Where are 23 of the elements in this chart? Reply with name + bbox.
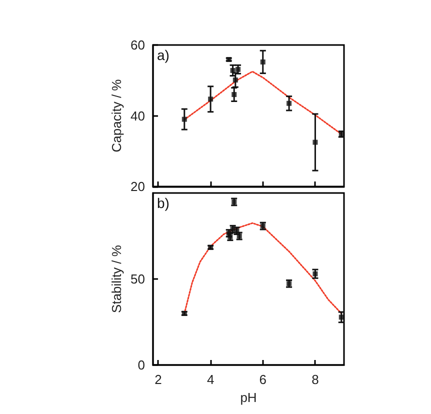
x-tick-label: 6 — [259, 372, 267, 387]
y-tick-label: 20 — [130, 179, 145, 194]
x-tick-label: 4 — [206, 372, 214, 387]
point — [232, 92, 237, 98]
x-tick-label: 2 — [154, 372, 162, 387]
annotation: a) — [157, 47, 170, 63]
y-tick-label: 0 — [138, 358, 145, 372]
point — [208, 96, 214, 102]
point — [312, 140, 318, 145]
y-tick-label: 60 — [130, 38, 145, 52]
point — [286, 100, 292, 106]
point — [232, 78, 238, 83]
point — [182, 116, 187, 122]
y-axis-title: Capacity / % — [109, 78, 124, 152]
y-tick-label: 40 — [130, 108, 145, 124]
point — [260, 59, 266, 64]
point — [338, 314, 344, 320]
point — [230, 68, 236, 73]
y-axis-title: Stability / % — [109, 244, 124, 313]
x-tick-label: 8 — [312, 372, 319, 387]
x-axis-title: pH — [240, 390, 257, 405]
annotation: b) — [157, 195, 170, 211]
y-tick-label: 50 — [130, 272, 145, 286]
